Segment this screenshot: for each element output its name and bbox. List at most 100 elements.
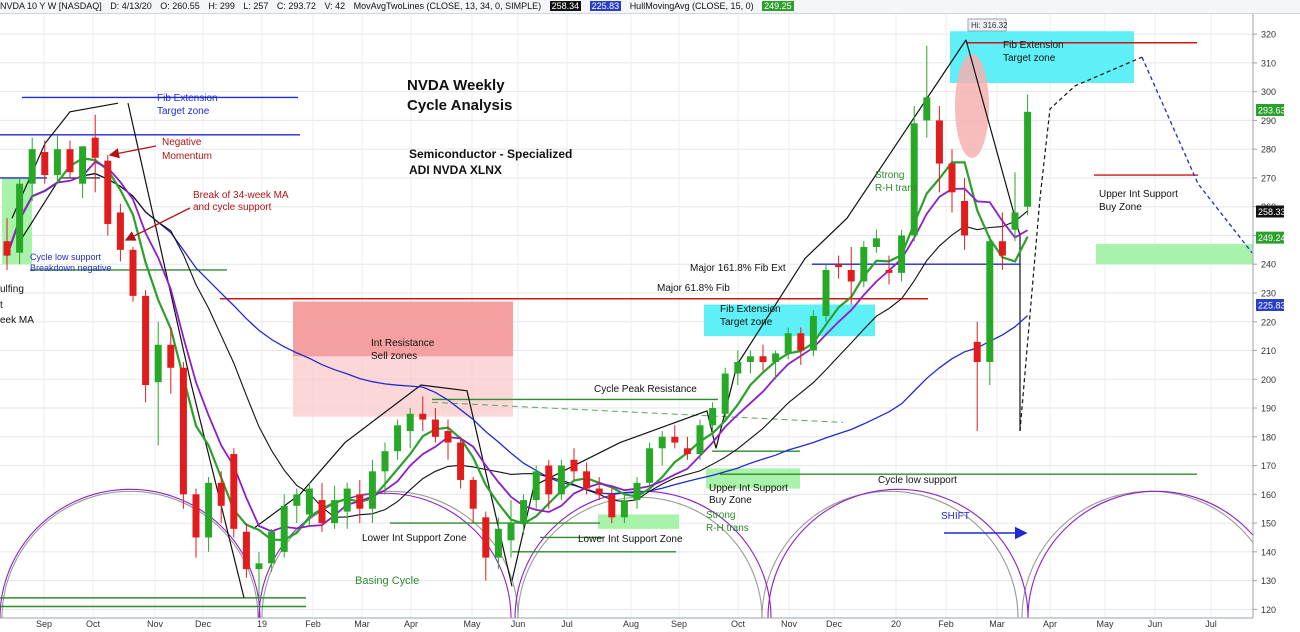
symbol-label[interactable]: NVDA 10 Y W [NASDAQ] xyxy=(0,1,102,11)
annotation-text: Strong xyxy=(875,170,904,181)
projection-blue xyxy=(1141,56,1253,254)
x-tick-label: Nov xyxy=(147,619,164,629)
candle-body xyxy=(457,442,465,480)
annotation-text: Lower Int Support Zone xyxy=(578,534,683,545)
x-tick-label: May xyxy=(463,619,481,629)
y-tick-label: 280 xyxy=(1261,145,1276,155)
annotation-text: Lower Int Support Zone xyxy=(362,533,467,544)
candle-body xyxy=(28,149,36,184)
cycle-arc xyxy=(761,490,1019,619)
candle-body xyxy=(293,494,301,506)
x-tick-label: Sep xyxy=(36,619,52,629)
ma-13-line xyxy=(6,173,1028,518)
candle-body xyxy=(41,152,49,176)
candle-body xyxy=(835,264,843,268)
y-tick-label: 240 xyxy=(1261,260,1276,270)
candle-body xyxy=(242,531,250,570)
support-zone-mid xyxy=(706,468,800,489)
candle-body xyxy=(1024,111,1032,207)
candle-body xyxy=(570,459,578,472)
candle-body xyxy=(129,249,137,296)
annotation-text: Cycle low support xyxy=(30,252,102,262)
y-tick-label: 320 xyxy=(1261,30,1276,40)
annotation-text: Major 61.8% Fib xyxy=(657,283,730,294)
candle-body xyxy=(482,517,490,558)
annotation-text: Target zone xyxy=(1003,53,1056,64)
candle-body xyxy=(444,431,452,443)
x-tick-label: Jun xyxy=(511,619,526,629)
x-tick-label: Feb xyxy=(305,619,321,629)
annotation-text: Fib Extension xyxy=(157,93,218,104)
x-tick-label: Jul xyxy=(1205,619,1217,629)
x-tick-label: Jun xyxy=(1148,619,1163,629)
x-tick-label: May xyxy=(1096,619,1114,629)
close-label: C: 293.72 xyxy=(276,1,316,11)
y-tick-label: 200 xyxy=(1261,375,1276,385)
x-tick-label: Feb xyxy=(938,619,954,629)
chart-title-line2: Cycle Analysis xyxy=(407,97,512,114)
candle-body xyxy=(494,528,502,558)
annotation-text: Momentum xyxy=(162,151,212,162)
cycle-trend-line xyxy=(127,103,245,599)
high-highlight xyxy=(955,54,989,159)
candle-body xyxy=(406,413,414,432)
y-tick-label: 160 xyxy=(1261,490,1276,500)
y-tick-label: 290 xyxy=(1261,116,1276,126)
candle-body xyxy=(998,241,1006,256)
candle-body xyxy=(809,316,817,351)
y-tick-label: 140 xyxy=(1261,547,1276,557)
annotation-text: Cycle low support xyxy=(878,475,957,486)
candle-body xyxy=(217,482,225,506)
candle-body xyxy=(961,200,969,236)
annotation-text: R-H trans xyxy=(875,183,918,194)
candle-body xyxy=(683,448,691,455)
y-tick-label: 120 xyxy=(1261,605,1276,615)
annotation-text: t xyxy=(0,300,3,311)
candle-body xyxy=(3,241,11,256)
ma-study-label[interactable]: MovAvgTwoLines (CLOSE, 13, 34, 0, SIMPLE… xyxy=(353,1,542,11)
candle-body xyxy=(595,488,603,495)
candle-body xyxy=(167,344,175,368)
candle-body xyxy=(280,505,288,552)
price-label-box xyxy=(1256,103,1284,116)
candle-body xyxy=(91,137,99,158)
candle-body xyxy=(66,149,74,173)
y-tick-label: 310 xyxy=(1261,58,1276,68)
projection-black xyxy=(1019,56,1143,432)
candle-body xyxy=(469,479,477,509)
candle-body xyxy=(381,451,389,472)
price-label-box xyxy=(1256,231,1284,244)
support-zone-low xyxy=(598,514,679,529)
arrow-break-ma xyxy=(124,207,191,241)
candle-body xyxy=(847,269,855,282)
candle-body xyxy=(860,246,868,282)
support-zone-right xyxy=(1096,244,1254,265)
candle-body xyxy=(230,454,238,529)
hma-study-label[interactable]: HullMovingAvg (CLOSE, 15, 0) xyxy=(629,1,754,11)
candle-body xyxy=(822,269,830,316)
annotation-text: and cycle support xyxy=(193,202,272,213)
x-tick-label: Nov xyxy=(781,619,798,629)
dashed-trend xyxy=(431,401,844,423)
annotation-text: eek MA xyxy=(0,315,34,326)
y-tick-label: 270 xyxy=(1261,173,1276,183)
candle-body xyxy=(431,419,439,437)
candle-body xyxy=(343,488,351,512)
candle-body xyxy=(142,295,150,386)
annotation-text: Breakdown negative xyxy=(30,263,112,273)
annotation-text: Buy Zone xyxy=(1099,202,1142,213)
chart-header: NVDA 10 Y W [NASDAQ] D: 4/13/20 O: 260.5… xyxy=(0,0,1300,14)
candle-body xyxy=(1011,212,1019,230)
candle-body xyxy=(583,471,591,489)
candle-body xyxy=(79,146,87,184)
annotation-text: Upper Int Support xyxy=(709,483,788,494)
annotation-text: Basing Cycle xyxy=(355,575,419,587)
open-label: O: 260.55 xyxy=(160,1,200,11)
x-tick-label: Apr xyxy=(1043,619,1057,629)
price-label-text: 293.63 xyxy=(1258,105,1286,115)
candle-body xyxy=(116,212,124,250)
chart-subtitle-line1: Semiconductor - Specialized xyxy=(409,147,572,161)
candle-body xyxy=(658,436,666,449)
candle-body xyxy=(608,494,616,518)
